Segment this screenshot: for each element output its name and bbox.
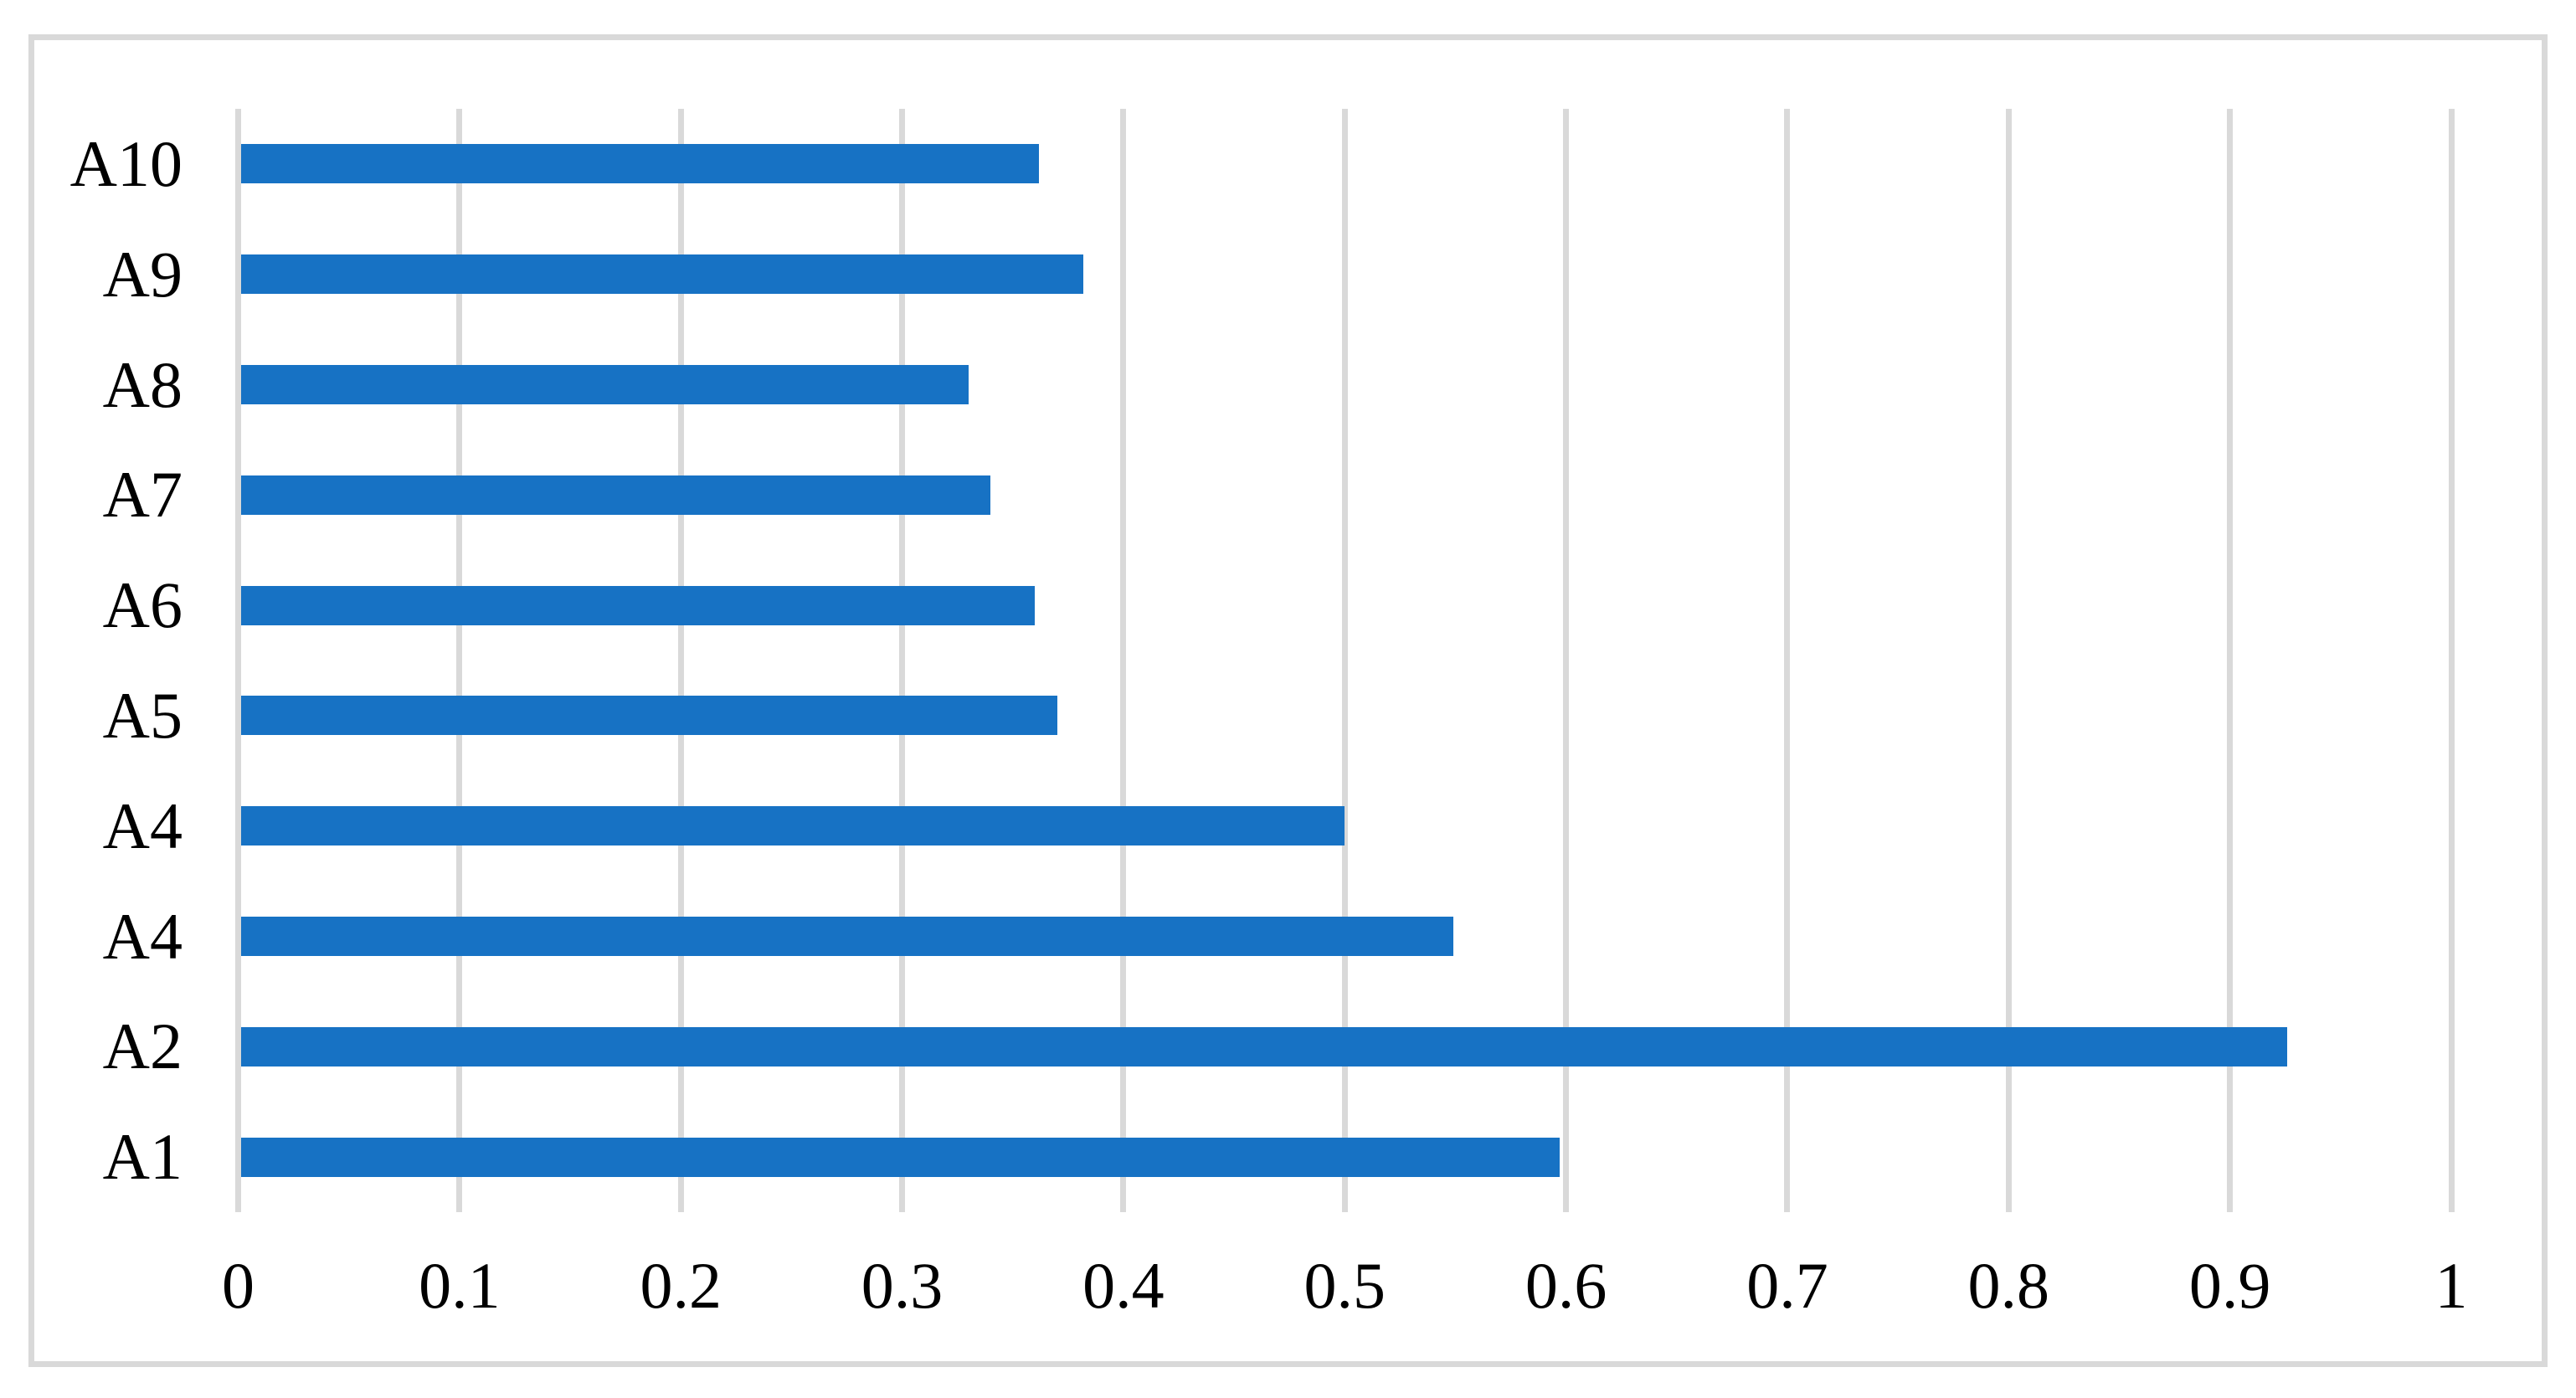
tick-label-0.2: 0.2 — [640, 1249, 722, 1322]
tick-label-0.3: 0.3 — [861, 1249, 944, 1322]
tick-label-0.6: 0.6 — [1525, 1249, 1607, 1322]
gridline-1 — [2448, 109, 2455, 1212]
tick-label-0.5: 0.5 — [1303, 1249, 1386, 1322]
tick-label-0.4: 0.4 — [1082, 1249, 1165, 1322]
bar-A7 — [241, 475, 991, 515]
category-label-A2-row9: A2 — [102, 1010, 183, 1083]
bar-A1 — [241, 1137, 1560, 1177]
gridline-0.1 — [456, 109, 463, 1212]
gridline-0.9 — [2227, 109, 2234, 1212]
gridline-0.4 — [1120, 109, 1127, 1212]
tick-label-0.8: 0.8 — [1967, 1249, 2050, 1322]
category-label-A8-row3: A8 — [102, 347, 183, 421]
category-label-A6-row5: A6 — [102, 568, 183, 642]
tick-label-0.9: 0.9 — [2188, 1249, 2271, 1322]
tick-label-0.1: 0.1 — [419, 1249, 501, 1322]
bar-A8 — [241, 365, 969, 404]
category-label-A9-row2: A9 — [102, 237, 183, 311]
gridline-0.2 — [677, 109, 684, 1212]
gridline-0.8 — [2005, 109, 2012, 1212]
gridline-0.6 — [1563, 109, 1570, 1212]
category-label-A4-row7: A4 — [102, 789, 183, 862]
category-label-A4-row8: A4 — [102, 899, 183, 973]
category-label-A1-row10: A1 — [102, 1120, 183, 1194]
bar-A6 — [241, 585, 1036, 625]
gridline-0 — [235, 109, 241, 1212]
category-label-A5-row6: A5 — [102, 678, 183, 752]
gridline-0.5 — [1341, 109, 1348, 1212]
tick-label-0.7: 0.7 — [1746, 1249, 1828, 1322]
category-label-A10-row1: A10 — [69, 126, 183, 200]
bar-A9 — [241, 254, 1084, 295]
tick-label-0: 0 — [222, 1249, 255, 1322]
bar-A4 — [241, 917, 1453, 956]
category-label-A7-row4: A7 — [102, 458, 183, 532]
bar-A5 — [241, 696, 1057, 736]
gridline-0.3 — [899, 109, 906, 1212]
bar-A4 — [241, 806, 1345, 846]
tick-label-1: 1 — [2435, 1249, 2468, 1322]
gridline-0.7 — [1784, 109, 1791, 1212]
bar-A10 — [241, 144, 1040, 184]
bar-A2 — [241, 1026, 2288, 1066]
